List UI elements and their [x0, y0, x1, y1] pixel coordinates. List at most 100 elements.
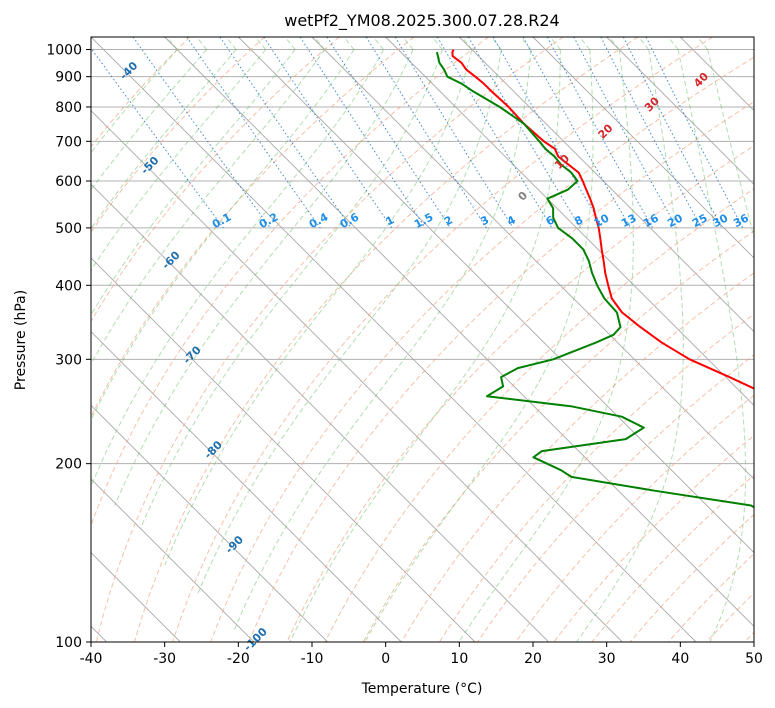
- dry-adiabat: [91, 37, 415, 419]
- x-tick-label: -20: [227, 651, 250, 667]
- moist-adiabat: [91, 49, 266, 272]
- series-group: [435, 49, 754, 509]
- dry-adiabat: [248, 101, 754, 642]
- mixing-ratio-label: 20: [665, 211, 685, 230]
- moist-adiabat-base: [491, 37, 502, 50]
- moist-adiabat-base: [225, 37, 237, 50]
- moist-adiabat-base: [314, 37, 325, 50]
- moist-adiabat: [91, 49, 237, 230]
- moist-adiabat-base: [166, 37, 178, 50]
- moist-adiabat: [234, 49, 532, 630]
- plot-frame: [90, 36, 755, 643]
- dry-adiabat: [438, 313, 754, 642]
- moist-adiabat: [164, 49, 473, 565]
- y-tick-label: 1000: [46, 43, 82, 59]
- moist-adiabat-base: [432, 37, 443, 50]
- x-axis-label: Temperature (°C): [361, 681, 483, 697]
- isotherm: [91, 257, 476, 642]
- y-tick-label: 800: [55, 100, 82, 116]
- series-line: [435, 51, 754, 509]
- mixing-ratio-label: 13: [619, 211, 639, 230]
- dry-adiabat: [95, 37, 564, 642]
- moist-adiabat-base: [608, 37, 620, 50]
- moist-adiabat: [289, 49, 561, 642]
- isotherm: [91, 183, 549, 642]
- dry-adiabat: [133, 37, 639, 642]
- mixing-ratio-line: [186, 37, 321, 229]
- x-tick-label: 0: [381, 651, 390, 667]
- mixing-ratio-label: 25: [690, 211, 710, 230]
- x-tick-label: 40: [671, 651, 689, 667]
- y-tick-label: 600: [55, 174, 82, 190]
- moist-adiabat-base: [667, 37, 679, 50]
- moist-adiabat: [91, 49, 178, 154]
- moist-adiabat: [114, 49, 414, 506]
- moist-adiabat: [707, 49, 754, 240]
- mixing-ratio-label: 10: [592, 211, 612, 230]
- moist-adiabat-base: [373, 37, 384, 50]
- mixing-ratio-line: [573, 37, 678, 229]
- moist-adiabat-base: [697, 37, 708, 50]
- moist-adiabat: [677, 49, 747, 642]
- mixing-ratio-label: 36: [731, 211, 751, 230]
- y-tick-label: 400: [55, 278, 82, 294]
- mixing-ratio-line: [546, 37, 654, 229]
- mixing-ratio-line: [326, 37, 451, 229]
- moist-adiabat: [91, 49, 208, 191]
- mixing-ratio-line: [91, 47, 224, 229]
- isotherm: [91, 404, 328, 642]
- mixing-ratio-line: [394, 37, 514, 229]
- y-tick-label: 700: [55, 134, 82, 150]
- isotherm: [91, 110, 623, 642]
- isotherm: [606, 37, 754, 185]
- axis-ticks: -40 -30 -20 -10 0 10 20 30 40 50 100 200 300 400 500 60…: [46, 43, 763, 667]
- dry-adiabat: [515, 394, 754, 642]
- moist-adiabat: [91, 49, 384, 484]
- mixing-ratio-line: [263, 37, 393, 229]
- mixing-ratio-line: [132, 37, 271, 229]
- mixing-ratio-line: [522, 37, 631, 229]
- x-tick-label: -10: [301, 651, 324, 667]
- x-tick-label: 30: [598, 651, 616, 667]
- moist-adiabat-base: [638, 37, 650, 50]
- mixing-ratio-label: 30: [711, 211, 731, 230]
- y-axis-label: Pressure (hPa): [13, 290, 29, 390]
- y-tick-label: 900: [55, 70, 82, 86]
- mixing-ratio-label: 16: [641, 211, 661, 230]
- y-tick-label: 200: [55, 457, 82, 473]
- y-tick-label: 100: [55, 635, 82, 651]
- moist-adiabat-base: [579, 37, 591, 50]
- moist-adiabat-base: [461, 37, 473, 50]
- background-lines: [91, 37, 754, 642]
- y-tick-label: 300: [55, 352, 82, 368]
- dry-adiabat: [91, 37, 191, 148]
- x-tick-label: 10: [450, 651, 468, 667]
- mixing-ratio-line: [219, 37, 352, 229]
- moist-adiabat-base: [284, 37, 296, 50]
- isotherm: [385, 37, 754, 406]
- dry-adiabat: [400, 272, 754, 642]
- dry-adiabat: [91, 37, 265, 233]
- series-line: [451, 49, 754, 390]
- moist-adiabat-base: [343, 37, 355, 50]
- dry-adiabat: [362, 230, 754, 642]
- moist-adiabat: [91, 49, 296, 316]
- moist-adiabat: [458, 49, 634, 642]
- moist-adiabat: [576, 49, 684, 642]
- isotherm: [91, 478, 255, 642]
- x-tick-label: 20: [524, 651, 542, 667]
- mixing-ratio-line: [645, 37, 744, 229]
- moist-adiabat: [91, 49, 355, 422]
- isotherm: [459, 37, 754, 333]
- isotherm: [238, 37, 754, 554]
- moist-adiabat-base: [402, 37, 414, 50]
- chart-title: wetPf2_YM08.2025.300.07.28.R24: [284, 11, 559, 31]
- moist-adiabat: [364, 49, 594, 642]
- y-tick-label: 500: [55, 221, 82, 237]
- isotherm: [164, 37, 754, 627]
- moist-adiabat: [91, 49, 325, 366]
- dry-adiabat: [286, 144, 754, 642]
- x-tick-label: -30: [153, 651, 176, 667]
- moist-adiabat: [196, 49, 502, 596]
